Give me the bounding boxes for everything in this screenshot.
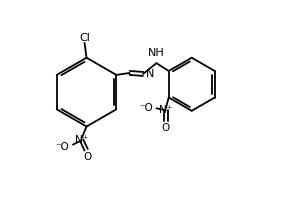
Text: N: N	[146, 69, 155, 79]
Text: ⁻O: ⁻O	[56, 142, 69, 152]
Text: N⁺: N⁺	[75, 135, 88, 145]
Text: ⁻O: ⁻O	[139, 103, 153, 113]
Text: O: O	[83, 152, 91, 162]
Text: Cl: Cl	[79, 33, 90, 43]
Text: NH: NH	[148, 48, 165, 58]
Text: N⁺: N⁺	[159, 105, 172, 115]
Text: O: O	[162, 123, 170, 133]
